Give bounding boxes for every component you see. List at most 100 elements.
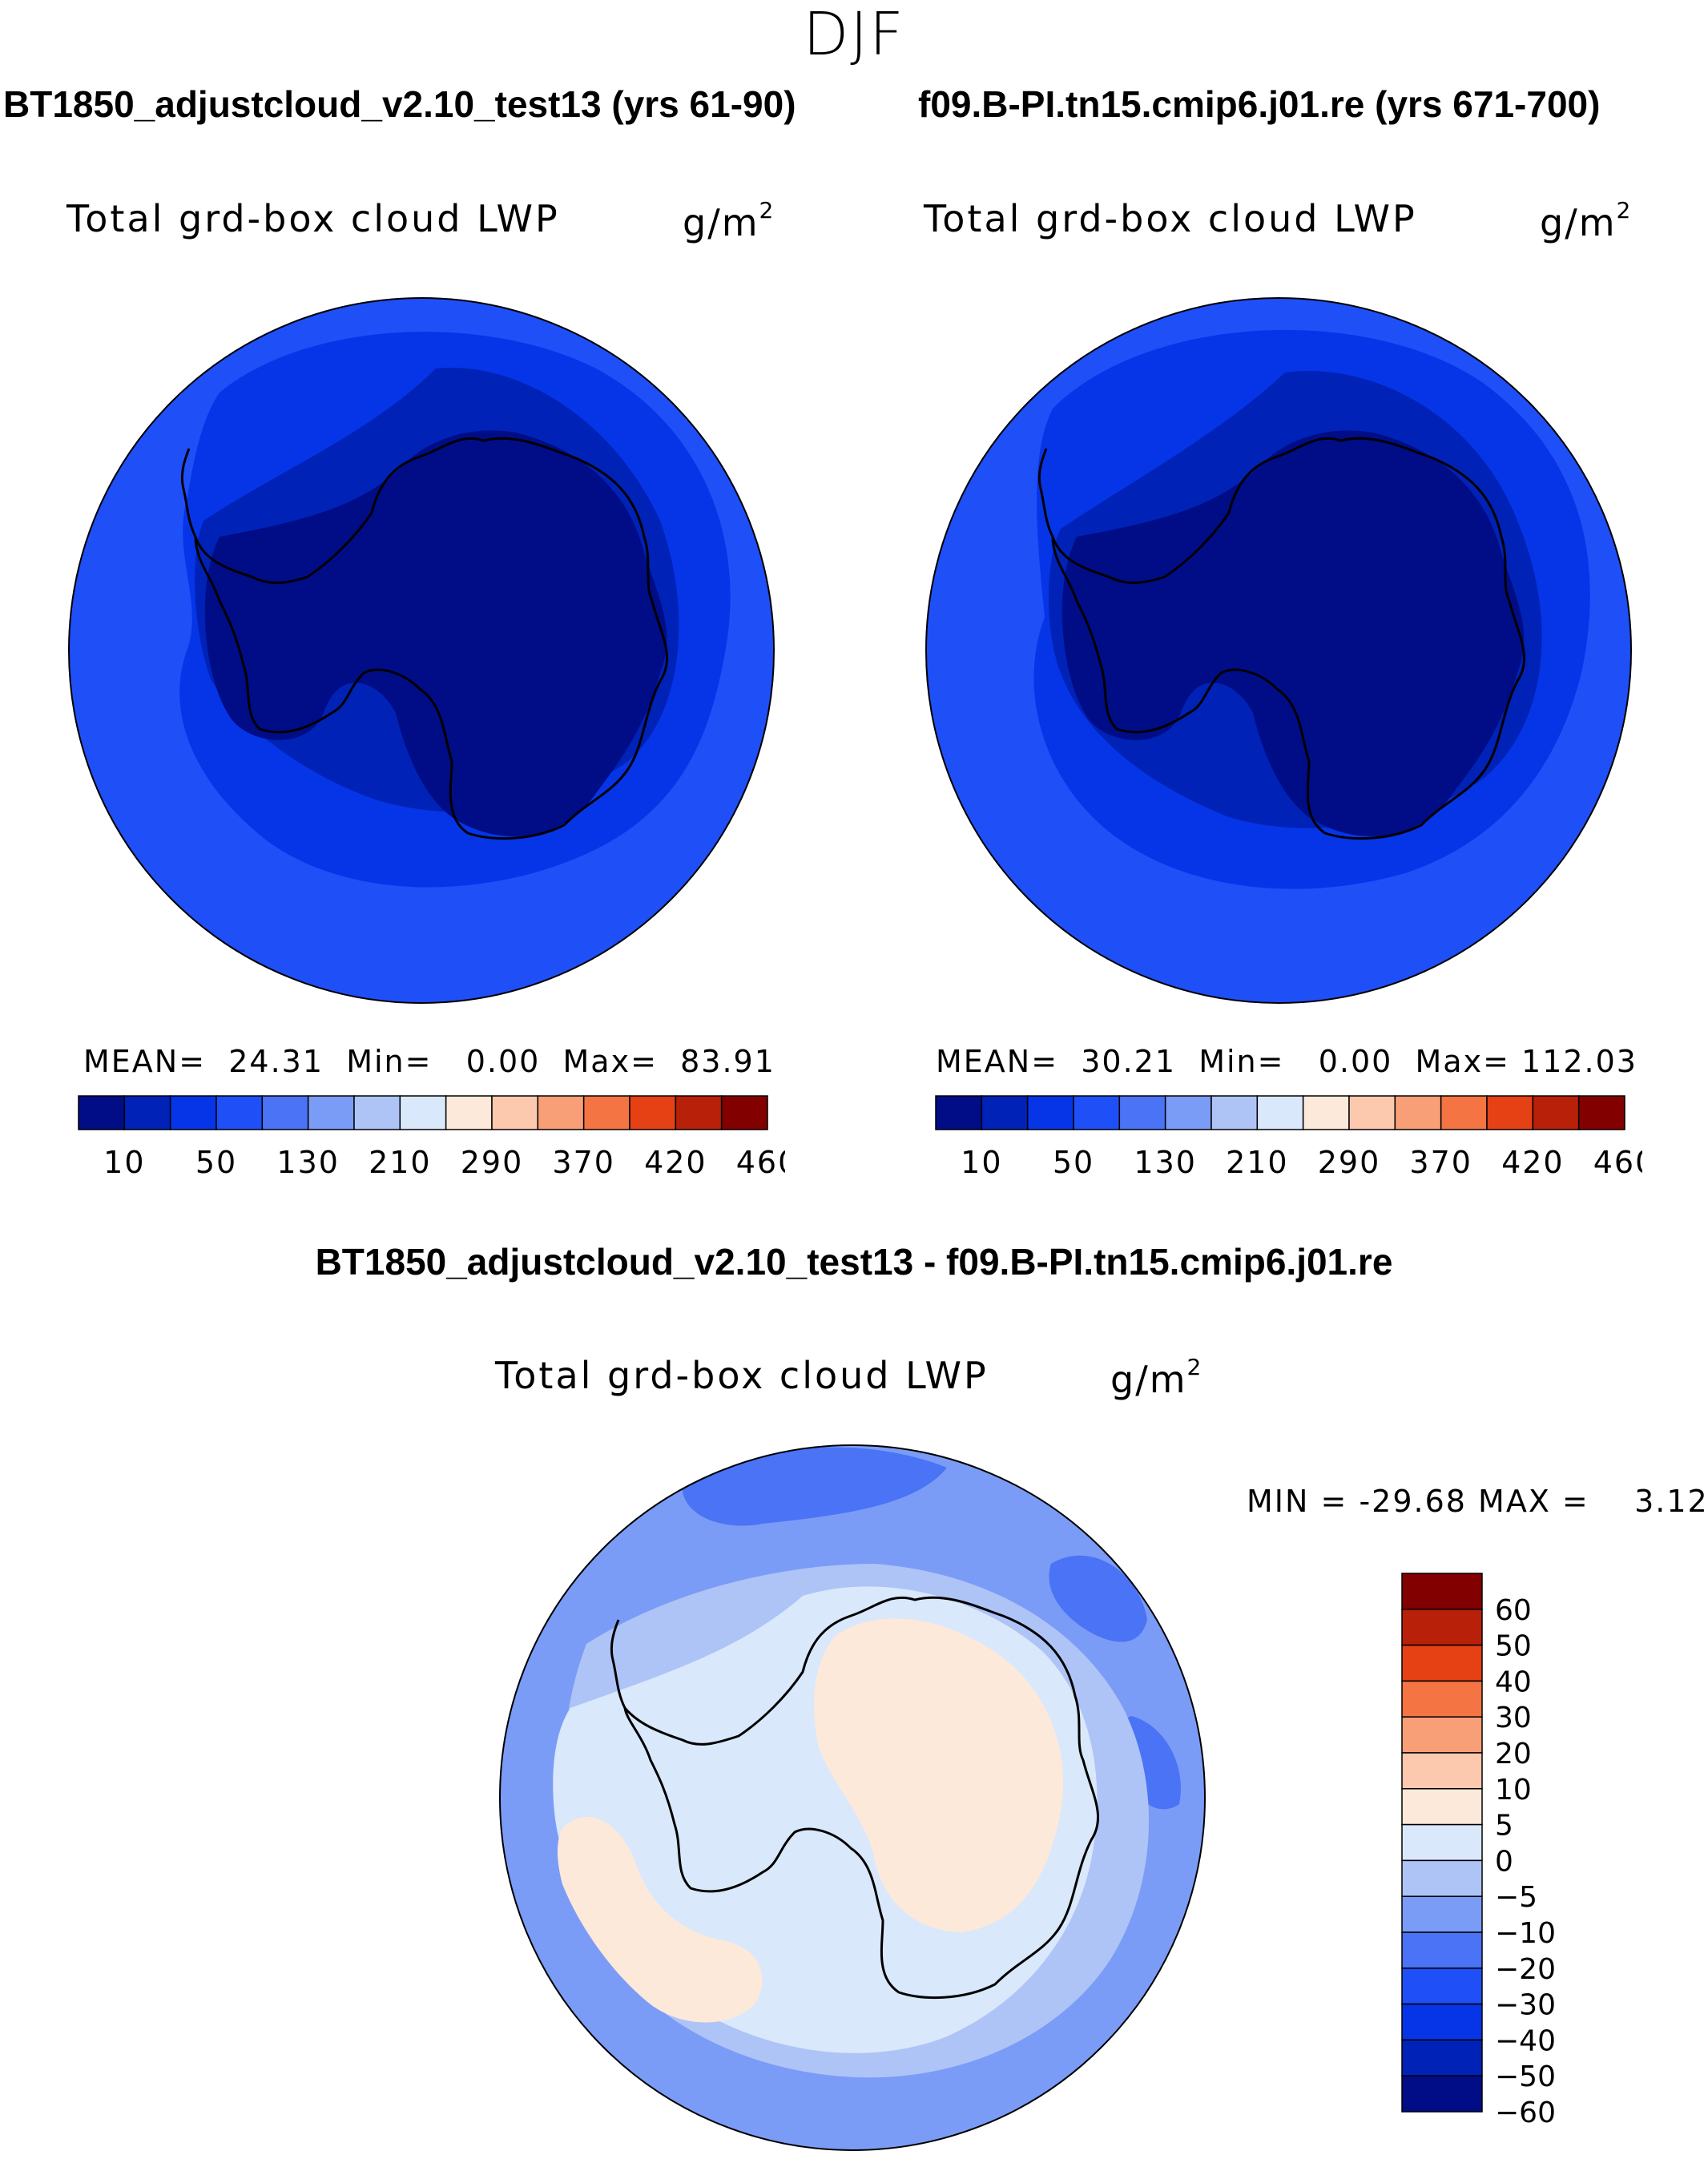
- diff-variable: Total grd-box cloud LWP: [495, 1354, 989, 1397]
- colorbar-diff-tick-13: −50: [1495, 2060, 1556, 2093]
- colorbar-left-tick-6: 420: [644, 1145, 707, 1180]
- colorbar-right-tick-4: 290: [1318, 1145, 1381, 1180]
- colorbar-diff-swatch-5: [1401, 1752, 1483, 1790]
- map-right-continent-zone: [1061, 430, 1525, 836]
- colorbar-left-tick-4: 290: [461, 1145, 524, 1180]
- colorbar-right-swatch-0: [935, 1095, 983, 1130]
- panel-left-run-title: BT1850_adjustcloud_v2.10_test13 (yrs 61-…: [3, 83, 796, 125]
- colorbar-diff-tick-11: −30: [1495, 1989, 1556, 2022]
- colorbar-right-tick-3: 210: [1226, 1145, 1289, 1180]
- colorbar-left-tick-3: 210: [369, 1145, 432, 1180]
- map-right-coastline: [1051, 437, 1525, 840]
- colorbar-right-swatch-12: [1486, 1095, 1534, 1130]
- panel-left-stats: MEAN= 24.31 Min= 0.00 Max= 83.91: [83, 1044, 775, 1079]
- colorbar-left-swatch-3: [216, 1095, 264, 1130]
- colorbar-right-swatch-7: [1256, 1095, 1304, 1130]
- map-right: [925, 297, 1632, 1004]
- colorbar-right-tick-5: 370: [1409, 1145, 1472, 1180]
- colorbar-left-tick-1: 50: [195, 1145, 237, 1180]
- colorbar-diff-tick-10: −20: [1495, 1953, 1556, 1986]
- colorbar-left-swatch-11: [582, 1095, 630, 1130]
- colorbar-left-tick-0: 10: [103, 1145, 145, 1180]
- colorbar-left-swatch-5: [307, 1095, 355, 1130]
- panel-right-variable: Total grd-box cloud LWP: [924, 197, 1417, 240]
- colorbar-diff-tick-5: 10: [1495, 1774, 1532, 1807]
- colorbar-diff-tick-6: 5: [1495, 1810, 1513, 1843]
- colorbar-diff-tick-4: 20: [1495, 1738, 1532, 1770]
- colorbar-right-swatch-14: [1577, 1095, 1625, 1130]
- map-right-peninsula: [1037, 448, 1054, 538]
- colorbar-right-swatch-11: [1440, 1095, 1488, 1130]
- map-diff-weddell-positive: [558, 1816, 763, 2023]
- colorbar-left-swatch-2: [169, 1095, 217, 1130]
- colorbar-diff-swatch-2: [1401, 1644, 1483, 1682]
- colorbar-diff-swatch-8: [1401, 1859, 1483, 1897]
- colorbar-diff-swatch-7: [1401, 1823, 1483, 1862]
- map-left: [68, 297, 775, 1004]
- colorbar-left-swatch-9: [491, 1095, 539, 1130]
- panel-left-units: g/m2: [683, 197, 775, 244]
- colorbar-diff-tick-8: −5: [1495, 1881, 1537, 1914]
- colorbar-left-swatch-6: [353, 1095, 401, 1130]
- colorbar-left-swatch-10: [537, 1095, 585, 1130]
- season-title: DJF: [803, 0, 905, 69]
- map-diff-peninsula: [610, 1619, 626, 1709]
- colorbar-diff-swatch-0: [1401, 1573, 1483, 1610]
- colorbar-left-tick-5: 370: [552, 1145, 615, 1180]
- colorbar-right: 10 50 130 210 290 370 420 460: [935, 1095, 1642, 1180]
- colorbar-right-swatch-13: [1532, 1095, 1580, 1130]
- colorbar-diff-tick-2: 40: [1495, 1666, 1532, 1698]
- colorbar-right-tick-1: 50: [1053, 1145, 1094, 1180]
- colorbar-right-swatch-3: [1073, 1095, 1121, 1130]
- colorbar-diff-swatch-1: [1401, 1609, 1483, 1646]
- map-diff-storm-patch-1: [681, 1447, 947, 1526]
- panel-right-units: g/m2: [1540, 197, 1633, 244]
- colorbar-right-tick-2: 130: [1134, 1145, 1197, 1180]
- colorbar-left-tick-7: 460: [736, 1145, 785, 1180]
- colorbar-right-swatch-9: [1348, 1095, 1396, 1130]
- map-diff-coastline: [622, 1596, 1099, 2000]
- colorbar-diff-tick-3: 30: [1495, 1702, 1532, 1734]
- colorbar-diff-swatch-6: [1401, 1788, 1483, 1826]
- diff-units: g/m2: [1110, 1354, 1203, 1401]
- map-left-coastline: [194, 437, 668, 840]
- colorbar-diff-swatch-13: [1401, 2039, 1483, 2076]
- colorbar-diff-swatch-3: [1401, 1680, 1483, 1718]
- map-diff: [499, 1444, 1206, 2151]
- map-diff-interior-positive: [814, 1618, 1064, 1932]
- map-diff-border: [499, 1444, 1206, 2151]
- colorbar-left-swatch-7: [399, 1095, 447, 1130]
- colorbar-diff-swatch-4: [1401, 1716, 1483, 1754]
- colorbar-diff-swatch-12: [1401, 2003, 1483, 2041]
- colorbar-diff-tick-12: −40: [1495, 2024, 1556, 2057]
- colorbar-diff-tick-7: 0: [1495, 1845, 1513, 1878]
- colorbar-left: 10 50 130 210 290 370 420 460: [78, 1095, 785, 1180]
- colorbar-right-swatch-4: [1118, 1095, 1166, 1130]
- colorbar-left-tick-2: 130: [276, 1145, 340, 1180]
- map-left-peninsula: [180, 448, 197, 538]
- colorbar-diff-tick-1: 50: [1495, 1630, 1532, 1663]
- colorbar-diff-tick-14: −60: [1495, 2097, 1556, 2129]
- colorbar-diff-swatch-9: [1401, 1895, 1483, 1933]
- colorbar-right-tick-7: 460: [1593, 1145, 1642, 1180]
- colorbar-right-swatch-10: [1394, 1095, 1442, 1130]
- colorbar-left-swatch-13: [675, 1095, 723, 1130]
- colorbar-left-swatch-1: [123, 1095, 171, 1130]
- colorbar-left-swatch-14: [720, 1095, 768, 1130]
- map-left-border: [68, 297, 775, 1004]
- panel-right-stats: MEAN= 30.21 Min= 0.00 Max= 112.03: [936, 1044, 1638, 1079]
- colorbar-right-swatch-2: [1026, 1095, 1074, 1130]
- map-right-border: [925, 297, 1632, 1004]
- colorbar-diff-swatch-11: [1401, 1968, 1483, 2005]
- colorbar-left-swatch-8: [445, 1095, 493, 1130]
- colorbar-right-swatch-8: [1302, 1095, 1350, 1130]
- map-diff-storm-patch-2: [1049, 1555, 1147, 1642]
- colorbar-right-swatch-6: [1211, 1095, 1259, 1130]
- panel-left-variable: Total grd-box cloud LWP: [66, 197, 560, 240]
- colorbar-left-swatch-0: [78, 1095, 126, 1130]
- colorbar-right-swatch-5: [1164, 1095, 1212, 1130]
- diff-minmax: MIN = -29.68 MAX = 3.12: [1247, 1484, 1708, 1519]
- colorbar-right-swatch-1: [981, 1095, 1029, 1130]
- colorbar-diff-swatch-10: [1401, 1931, 1483, 1969]
